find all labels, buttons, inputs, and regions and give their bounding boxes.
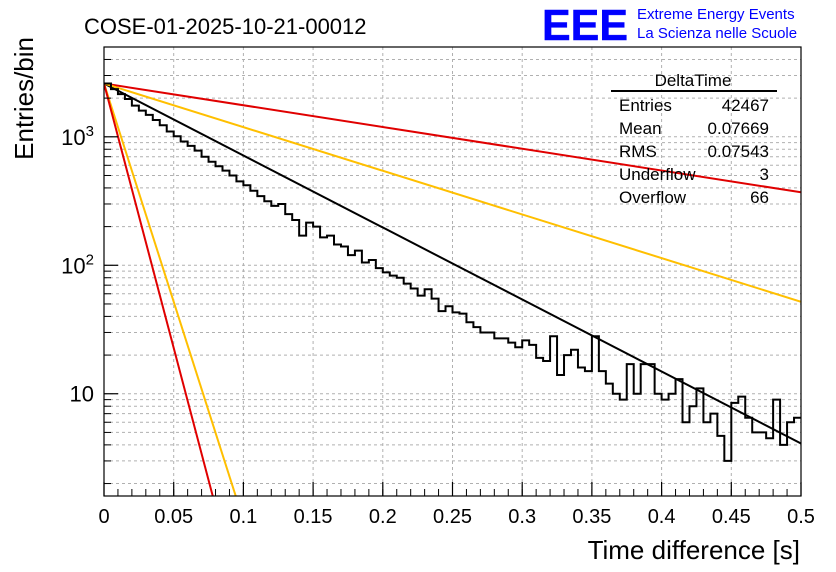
- y-tick-base: 10: [70, 382, 94, 407]
- x-tick-label: 0.25: [433, 506, 472, 528]
- series-orange-fast: [104, 83, 237, 496]
- stats-title: DeltaTime: [655, 71, 732, 90]
- histogram-steps: [104, 82, 801, 462]
- logo-line-1: Extreme Energy Events: [637, 6, 795, 23]
- x-tick-label: 0.1: [229, 506, 257, 528]
- x-tick-label: 0.5: [787, 506, 815, 528]
- histogram-layer: [104, 82, 801, 462]
- plot-title: COSE-01-2025-10-21-00012: [84, 14, 367, 39]
- axis-ticks: [103, 46, 802, 496]
- stats-row-label: RMS: [619, 142, 657, 161]
- y-axis-title: Entries/bin: [9, 37, 39, 160]
- logo-line-2: La Scienza nelle Scuole: [637, 25, 797, 42]
- series-orange-slow: [104, 82, 801, 303]
- x-tick-labels: 0 0.05 0.1 0.15 0.2 0.25 0.3 0.35 0.4 0.45 0.5: [98, 506, 814, 528]
- y-tick-base: 10: [61, 253, 85, 278]
- series-layer: [104, 82, 801, 496]
- stats-row-value: 0.07669: [708, 119, 769, 138]
- stats-row-label: Overflow: [619, 188, 687, 207]
- series-red-fast: [104, 83, 214, 496]
- eee-logo: EEE: [542, 1, 628, 50]
- stats-rows: Entries 42467 Mean 0.07669 RMS 0.07543 Underfl…: [619, 96, 769, 207]
- x-tick-label: 0.3: [508, 506, 536, 528]
- x-tick-label: 0.4: [648, 506, 676, 528]
- series-red-slow: [104, 82, 801, 194]
- x-tick-label: 0.45: [712, 506, 751, 528]
- stats-box: DeltaTime Entries 42467 Mean 0.07669 RMS 0.07…: [611, 71, 777, 207]
- x-tick-label: 0.05: [154, 506, 193, 528]
- y-tick-exponent: 3: [86, 123, 94, 140]
- y-tick-label: 102: [61, 251, 94, 278]
- stats-row-value: 3: [760, 165, 769, 184]
- stats-row-label: Mean: [619, 119, 662, 138]
- y-tick-exponent: 2: [86, 251, 94, 268]
- y-tick-base: 10: [61, 125, 85, 150]
- x-axis-title: Time difference [s]: [588, 535, 800, 565]
- y-tick-label: 10: [70, 382, 94, 407]
- x-tick-label: 0.15: [294, 506, 333, 528]
- stats-row-value: 66: [750, 188, 769, 207]
- stats-row-label: Underflow: [619, 165, 696, 184]
- stats-row-value: 42467: [722, 96, 769, 115]
- x-tick-label: 0: [98, 506, 109, 528]
- stats-row-label: Entries: [619, 96, 672, 115]
- x-tick-label: 0.35: [572, 506, 611, 528]
- stats-row-value: 0.07543: [708, 142, 769, 161]
- series-fit: [104, 82, 801, 445]
- y-tick-label: 103: [61, 123, 94, 150]
- x-tick-label: 0.2: [369, 506, 397, 528]
